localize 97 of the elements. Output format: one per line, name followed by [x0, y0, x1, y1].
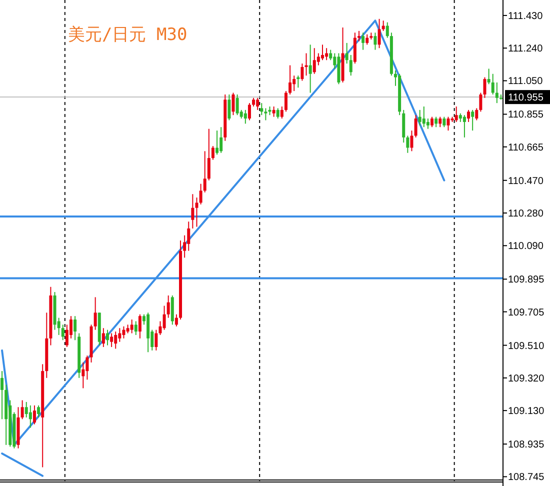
candlestick — [406, 135, 410, 154]
candlestick — [28, 404, 32, 428]
candlestick — [74, 316, 77, 341]
y-tick-label: 109.895 — [508, 274, 545, 286]
candlestick — [438, 116, 442, 128]
candlestick — [362, 32, 365, 50]
candlestick — [414, 114, 418, 138]
candlestick — [345, 42, 348, 64]
candlestick — [495, 82, 498, 104]
y-tick-label: 108.935 — [508, 440, 545, 451]
candlestick — [260, 102, 264, 116]
candlestick — [256, 97, 260, 110]
candlestick — [94, 296, 97, 330]
candlestick — [187, 221, 190, 252]
candlestick — [195, 197, 198, 228]
candlestick — [86, 355, 89, 380]
candlestick — [276, 108, 280, 120]
candlestick — [288, 64, 292, 95]
candlestick — [110, 332, 114, 348]
candlestick — [320, 44, 324, 61]
candlestick — [422, 106, 426, 128]
candlestick — [162, 305, 166, 330]
candlestick — [37, 404, 40, 418]
candlestick — [232, 92, 235, 116]
candlestick — [106, 329, 109, 346]
y-tick-label: 111.050 — [508, 76, 544, 88]
candlestick — [203, 150, 206, 193]
candlestick — [479, 92, 482, 112]
candlestick — [0, 370, 4, 420]
y-tick-label: 109.130 — [508, 406, 545, 418]
candlestick — [491, 73, 494, 95]
candlestick — [292, 75, 296, 92]
candlestick — [236, 94, 239, 116]
candlestick — [487, 68, 490, 85]
y-tick-label: 111.430 — [508, 10, 544, 22]
candlestick — [272, 106, 276, 118]
text: 美元/日元 M30 — [68, 25, 188, 45]
candlestick — [220, 126, 223, 154]
candlestick — [442, 116, 446, 128]
candlestick — [114, 331, 118, 350]
candlestick — [462, 114, 466, 138]
candlestick — [264, 108, 268, 121]
candlestick — [199, 183, 202, 205]
candlestick — [134, 320, 138, 336]
y-tick-label: 109.320 — [508, 373, 545, 384]
candlestick — [467, 109, 470, 122]
candlestick — [374, 32, 377, 50]
candlestick — [174, 314, 178, 327]
candlestick — [446, 116, 450, 132]
y-tick-label: 110.470 — [508, 176, 544, 187]
candlestick — [284, 90, 288, 112]
candlestick — [191, 194, 194, 229]
candlestick — [244, 109, 247, 124]
candlestick — [308, 44, 312, 94]
candlestick — [82, 362, 85, 389]
candlestick — [475, 108, 478, 121]
y-tick-label: 110.665 — [508, 142, 544, 154]
candlestick — [434, 116, 438, 128]
candlestick — [378, 18, 381, 49]
candlestick — [312, 48, 316, 74]
candlestick — [102, 328, 105, 348]
candlestick — [207, 128, 210, 181]
candlestick — [471, 109, 474, 132]
candlestick — [280, 106, 284, 120]
candlestick — [138, 314, 142, 339]
y-tick-label: 110.280 — [508, 208, 544, 220]
candlestick — [248, 102, 251, 121]
y-tick-label: 109.510 — [508, 340, 545, 352]
candlestick — [410, 130, 414, 152]
candlestick — [349, 54, 352, 76]
candlestick — [24, 401, 28, 418]
y-tick-label: 110.855 — [508, 110, 544, 121]
candlestick — [211, 146, 214, 160]
candlestick — [216, 130, 219, 156]
candlestick — [430, 116, 434, 128]
candlestick — [483, 76, 486, 98]
candlestick — [357, 30, 360, 42]
candlestick — [366, 34, 369, 46]
candlestick — [122, 326, 126, 339]
y-tick-label: 110.090 — [508, 241, 544, 252]
candlestick — [418, 109, 422, 126]
candlestick — [154, 329, 158, 351]
y-tick-label: 108.745 — [508, 472, 545, 484]
y-tick-label: 111.240 — [508, 44, 544, 55]
candlestick — [426, 118, 430, 130]
candlestick — [118, 328, 122, 342]
candlestick — [454, 106, 458, 122]
candlestick — [300, 63, 304, 82]
candlestick — [386, 22, 389, 38]
candlestick — [228, 94, 231, 121]
candlestick — [130, 319, 134, 334]
candlestick — [61, 324, 64, 341]
ref-line-label: 110.955 — [508, 92, 544, 104]
candlestick — [166, 294, 170, 318]
candlestick — [32, 404, 36, 425]
y-tick-label: 109.705 — [508, 307, 545, 318]
candlestick — [20, 400, 24, 420]
